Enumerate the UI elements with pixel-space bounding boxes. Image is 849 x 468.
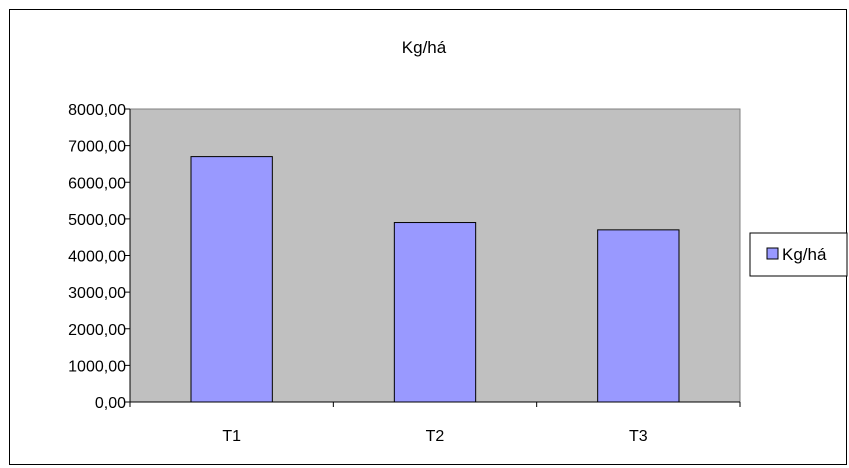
y-tick-label: 4000,00 — [68, 249, 126, 266]
x-tick-label: T1 — [222, 428, 241, 445]
y-tick-label: 5000,00 — [68, 212, 126, 229]
y-tick-label: 2000,00 — [68, 322, 126, 339]
bar-t1 — [190, 156, 273, 403]
x-tick-label: T3 — [629, 428, 648, 445]
y-tick-label: 1000,00 — [68, 358, 126, 375]
y-tick-label: 3000,00 — [68, 285, 126, 302]
legend: Kg/há — [749, 232, 848, 277]
y-tick-label: 0,00 — [95, 395, 126, 412]
x-tick-label: T2 — [426, 428, 445, 445]
y-tick-label: 8000,00 — [68, 102, 126, 119]
legend-box — [749, 232, 848, 277]
y-tick-label: 6000,00 — [68, 175, 126, 192]
bar-t3 — [597, 229, 680, 403]
y-tick-label: 7000,00 — [68, 139, 126, 156]
bars — [190, 156, 680, 403]
y-axis: 0,00 1000,00 2000,00 3000,00 4000,00 5000,00 6… — [68, 102, 131, 412]
legend-label: Kg/há — [782, 245, 827, 264]
bar-t2 — [393, 222, 477, 403]
chart-title: Kg/há — [402, 38, 447, 57]
x-axis: T1 T2 T3 — [129, 401, 741, 445]
legend-swatch — [766, 247, 779, 260]
